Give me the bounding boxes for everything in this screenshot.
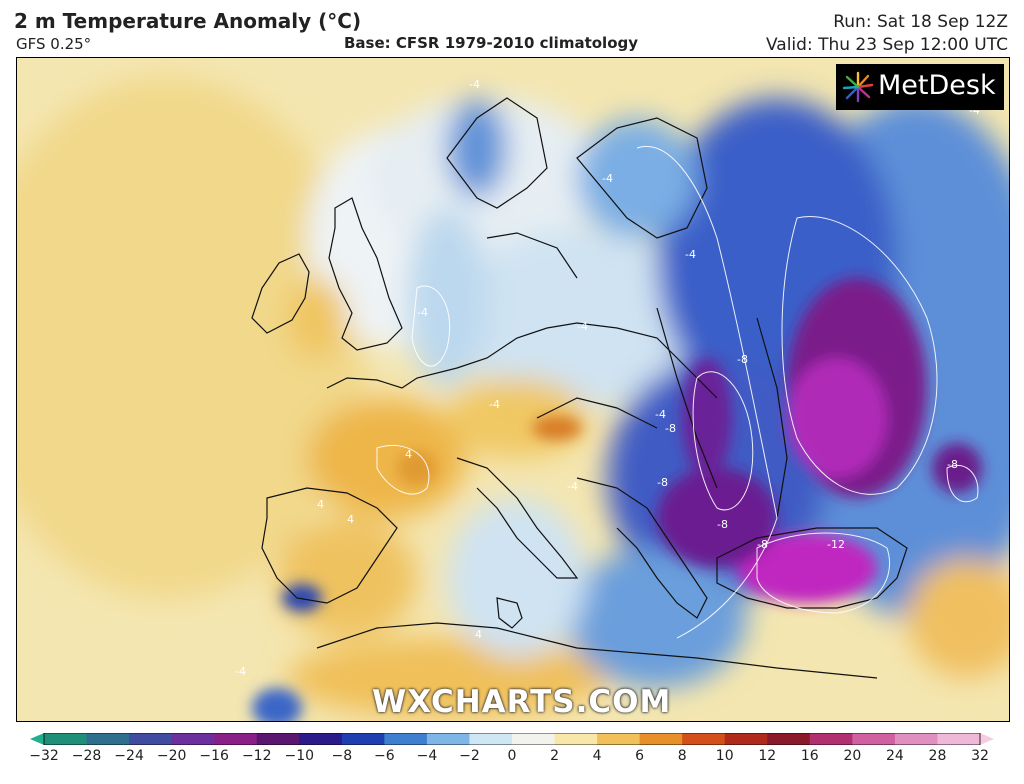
colorbar-tick-label: 12: [758, 748, 777, 764]
colorbar-segment: [554, 733, 598, 745]
wxcharts-watermark: WXCHARTS.COM: [372, 684, 672, 720]
colorbar-tick-label: 6: [635, 748, 645, 764]
colorbar-tick-label: −8: [331, 748, 353, 764]
chart-title: 2 m Temperature Anomaly (°C): [14, 9, 362, 33]
colorbar-segment: [597, 733, 641, 745]
colorbar-tick-label: −6: [374, 748, 395, 764]
colorbar-segment: [129, 733, 173, 745]
contour-label: -8: [757, 538, 768, 551]
colorbar-tick-label: −16: [199, 748, 229, 764]
contour-label: -4: [685, 248, 696, 261]
colorbar-segment: [86, 733, 130, 745]
colorbar-tick-label: 28: [928, 748, 947, 764]
colorbar-tick-label: −28: [71, 748, 102, 764]
colorbar-tick-label: −12: [241, 748, 272, 764]
colorbar-segment: [809, 733, 853, 745]
colorbar-segment: [426, 733, 470, 745]
contour-label: -4: [235, 665, 246, 678]
metdesk-logo: MetDesk: [836, 64, 1004, 110]
contour-label: -12: [827, 538, 845, 551]
contour-label: -4: [969, 104, 980, 117]
colorbar-segment: [171, 733, 215, 745]
colorbar-segment: [469, 733, 513, 745]
contour-label: -8: [717, 518, 728, 531]
colorbar-tick-label: 16: [800, 748, 819, 764]
contour-label: -8: [737, 353, 748, 366]
colorbar-segment: [214, 733, 258, 745]
contour-label: -4: [577, 320, 588, 333]
colorbar-tick-label: −20: [156, 748, 187, 764]
run-time-label: Run: Sat 18 Sep 12Z: [833, 12, 1008, 32]
colorbar-segment: [256, 733, 300, 745]
colorbar-segment: [299, 733, 343, 745]
colorbar-tick-label: −24: [114, 748, 144, 764]
colorbar-tick-label: 32: [971, 748, 989, 764]
colorbar-tick-label: −4: [416, 748, 438, 764]
colorbar-left-arrow: [30, 733, 44, 745]
colorbar-segment: [767, 733, 811, 745]
colorbar-segment: [512, 733, 556, 745]
metdesk-burst-icon: [842, 71, 874, 103]
contour-label: -8: [665, 422, 676, 435]
colorbar-tick-label: −32: [29, 748, 59, 764]
map-canvas: -4 -4 -4 -4 -4 -4 -4 -4 -4 -8 -8 -8 -8 -…: [17, 58, 1009, 721]
colorbar-tick-label: 8: [677, 748, 687, 764]
colorbar: [30, 733, 994, 745]
contour-lines: [376, 146, 979, 639]
colorbar-tick-label: 0: [507, 748, 517, 764]
colorbar-frame: [43, 733, 981, 745]
metdesk-logo-text: MetDesk: [878, 70, 996, 101]
colorbar-segment: [44, 733, 88, 745]
colorbar-segment: [724, 733, 768, 745]
colorbar-tick-label: 10: [715, 748, 734, 764]
contour-labels: -4 -4 -4 -4 -4 -4 -4 -4 -4 -8 -8 -8 -8 -…: [235, 78, 980, 678]
contour-label: -4: [655, 408, 666, 421]
valid-time-label: Valid: Thu 23 Sep 12:00 UTC: [765, 35, 1008, 55]
contour-label: -8: [947, 458, 958, 471]
colorbar-tick-label: 4: [592, 748, 602, 764]
colorbar-tick-label: 2: [550, 748, 559, 764]
strong-anomaly-field: [252, 278, 982, 721]
contour-label: -4: [602, 172, 613, 185]
colorbar-segment: [852, 733, 896, 745]
colorbar-segment: [937, 733, 981, 745]
colorbar-tick-label: −2: [459, 748, 480, 764]
colorbar-right-arrow: [980, 733, 994, 745]
contour-label: -4: [567, 480, 578, 493]
colorbar-tick-label: 24: [885, 748, 904, 764]
colorbar-tick-label: 20: [843, 748, 862, 764]
colorbar-segment: [682, 733, 726, 745]
colorbar-segment: [341, 733, 385, 745]
anomaly-map: -4 -4 -4 -4 -4 -4 -4 -4 -4 -8 -8 -8 -8 -…: [16, 57, 1010, 722]
contour-label: -8: [657, 476, 668, 489]
contour-label: -4: [489, 398, 500, 411]
contour-label: -4: [469, 78, 480, 91]
colorbar-segment: [639, 733, 683, 745]
coastlines: [251, 97, 908, 679]
contour-label: 4: [475, 628, 482, 641]
colorbar-segment: [384, 733, 428, 745]
contour-label: 4: [317, 498, 324, 511]
contour-label: 4: [405, 448, 412, 461]
contour-label: -4: [417, 306, 428, 319]
model-label: GFS 0.25°: [16, 35, 92, 53]
colorbar-tick-label: −10: [284, 748, 315, 764]
colorbar-segment: [894, 733, 938, 745]
base-climatology-label: Base: CFSR 1979-2010 climatology: [344, 34, 639, 52]
contour-label: 4: [347, 513, 354, 526]
